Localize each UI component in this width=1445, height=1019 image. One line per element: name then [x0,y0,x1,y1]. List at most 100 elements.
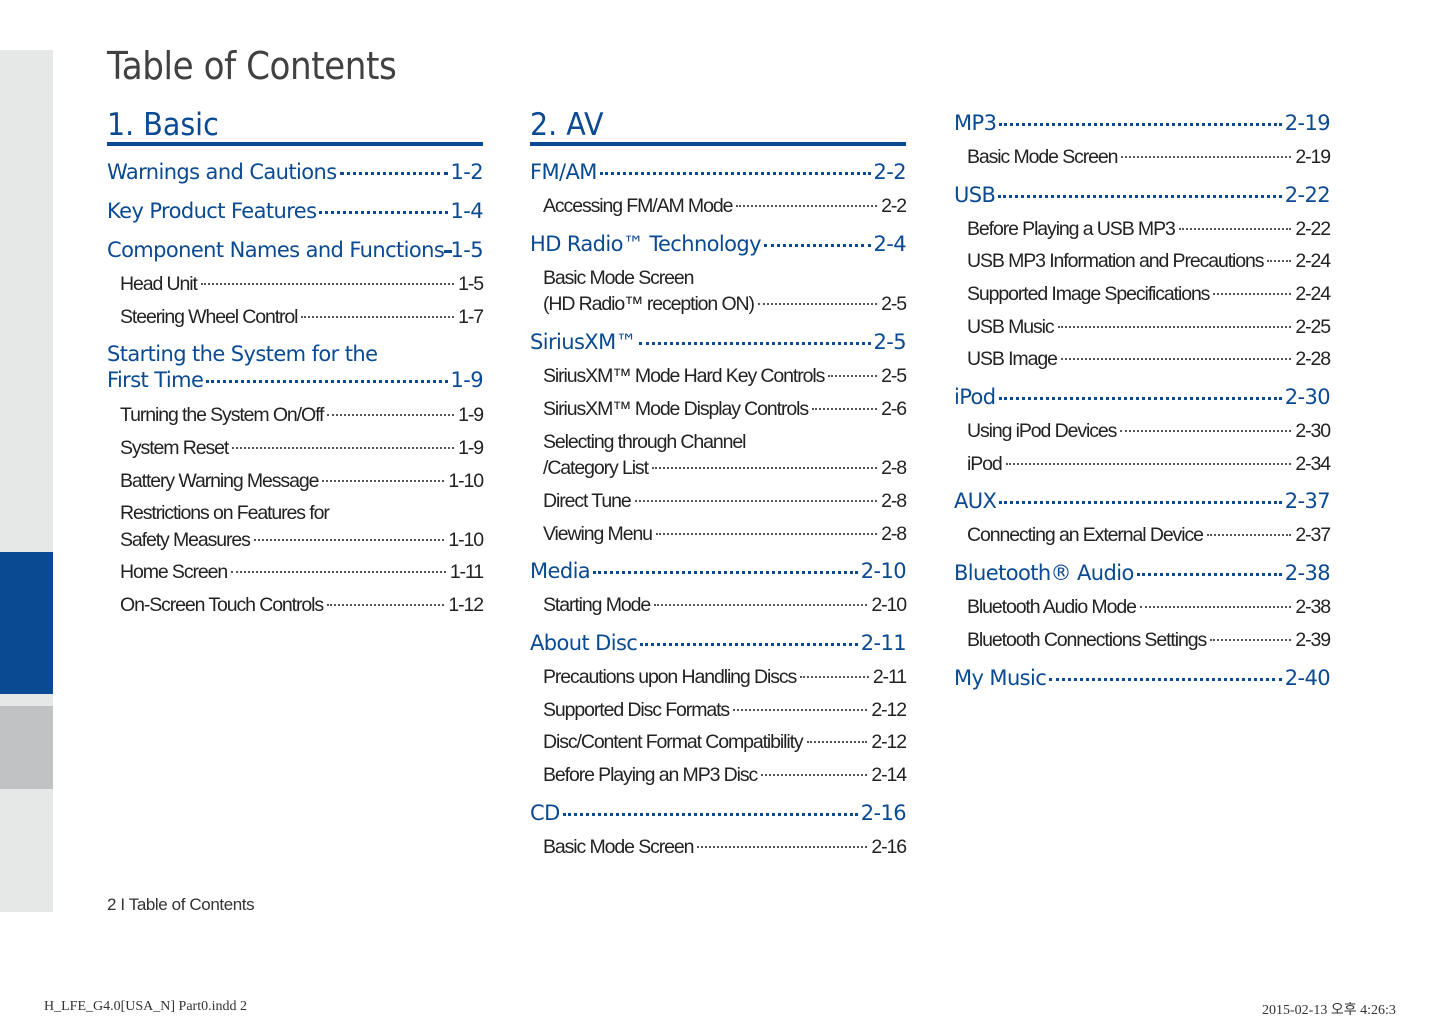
toc-subsection-link[interactable]: SiriusXM™ Mode Hard Key Controls 2-5 [543,363,907,389]
toc-page-number: 1-10 [448,470,484,492]
dot-leader [655,532,878,535]
toc-page-number: 1-11 [449,561,484,583]
toc-subsection-link[interactable]: Restrictions on Features for [120,500,483,526]
toc-section-link[interactable]: My Music 2-40 [954,665,1331,691]
toc-subsection-link[interactable]: Bluetooth Connections Settings 2-39 [967,627,1331,653]
toc-page-number: 1-12 [448,594,484,616]
toc-subsection-link[interactable]: Disc/Content Format Compatibility 2-12 [543,729,907,755]
toc-subsection-link[interactable]: Battery Warning Message 1-10 [120,468,484,494]
toc-subsection-link[interactable]: Home Screen 1-11 [120,559,484,585]
toc-entry-title: AUX [954,489,997,513]
toc-subsection-link[interactable]: Using iPod Devices 2-30 [967,418,1331,444]
chapter-title: 1. Basic [107,107,219,143]
toc-subsection-link[interactable]: Before Playing an MP3 Disc 2-14 [543,762,907,788]
toc-section-link[interactable]: FM/AM 2-2 [530,159,907,185]
toc-subsection-link[interactable]: Head Unit 1-5 [120,271,484,297]
dot-leader [999,500,1282,504]
toc-subsection-link[interactable]: Steering Wheel Control 1-7 [120,304,484,330]
toc-subsection-link[interactable]: iPod 2-34 [967,451,1331,477]
toc-entry-title: SiriusXM™ Mode Display Controls [543,398,809,420]
toc-section-link[interactable]: MP3 2-19 [954,110,1331,136]
dot-leader [327,603,445,606]
toc-page-number: 2-12 [871,699,907,721]
side-tab-bar [0,789,53,912]
toc-page-number: 1-9 [458,404,484,426]
toc-page-number: 2-16 [860,801,907,825]
toc-section-link[interactable]: Component Names and Functions 1-5 [107,237,484,263]
toc-subsection-link[interactable]: Direct Tune 2-8 [543,488,907,514]
toc-section-link[interactable]: First Time 1-9 [107,367,484,393]
toc-entry-title: Before Playing a USB MP3 [967,218,1176,240]
toc-section-link[interactable]: HD Radio™ Technology 2-4 [530,231,907,257]
side-tab-active [0,552,53,694]
toc-subsection-link[interactable]: Turning the System On/Off 1-9 [120,402,484,428]
toc-section-link[interactable]: SiriusXM™ 2-5 [530,329,907,355]
toc-subsection-link[interactable]: Basic Mode Screen [543,265,906,291]
chapter-title: 2. AV [530,107,604,143]
toc-subsection-link[interactable]: Safety Measures 1-10 [120,527,484,553]
toc-entry-title: MP3 [954,111,997,135]
dot-leader [1121,155,1292,158]
toc-subsection-link[interactable]: Viewing Menu 2-8 [543,521,907,547]
toc-entry-title: Restrictions on Features for [120,502,330,524]
dot-leader [998,194,1282,198]
print-slug-date: 2015-02-13 오후 4:26:3 [1262,1003,1396,1018]
dot-leader [757,302,878,305]
toc-subsection-link[interactable]: Selecting through Channel [543,429,906,455]
dot-leader [1267,259,1292,262]
toc-section-link[interactable]: Bluetooth® Audio 2-38 [954,560,1331,586]
toc-subsection-link[interactable]: USB Image 2-28 [967,346,1331,372]
toc-section-link[interactable]: Warnings and Cautions 1-2 [107,159,484,185]
toc-subsection-link[interactable]: On-Screen Touch Controls 1-12 [120,592,484,618]
toc-entry-title: Turning the System On/Off [120,404,324,426]
toc-section-link[interactable]: AUX 2-37 [954,488,1331,514]
toc-subsection-link[interactable]: Supported Disc Formats 2-12 [543,697,907,723]
toc-section-link[interactable]: About Disc 2-11 [530,630,907,656]
toc-page-number: 2-11 [872,666,907,688]
toc-page-number: 1-2 [450,160,484,184]
toc-subsection-link[interactable]: System Reset 1-9 [120,435,484,461]
toc-page-number: 2-14 [871,764,907,786]
toc-section-link[interactable]: USB 2-22 [954,182,1331,208]
dot-leader [812,407,878,410]
side-tab-bar [0,694,53,706]
page-title: Table of Contents [107,44,397,88]
toc-section-link[interactable]: iPod 2-30 [954,384,1331,410]
toc-page-number: 2-8 [881,523,907,545]
toc-subsection-link[interactable]: /Category List 2-8 [543,455,907,481]
dot-leader [339,171,448,175]
toc-page-number: 1-9 [450,368,484,392]
toc-subsection-link[interactable]: Starting Mode 2-10 [543,592,907,618]
toc-page-number: 1-9 [458,437,484,459]
dot-leader [654,603,868,606]
toc-subsection-link[interactable]: Connecting an External Device 2-37 [967,522,1331,548]
toc-subsection-link[interactable]: USB Music 2-25 [967,314,1331,340]
toc-page-number: 2-2 [881,195,907,217]
toc-entry-title: (HD Radio™ reception ON) [543,293,755,315]
toc-page-number: 1-4 [450,199,484,223]
toc-section-link[interactable]: Key Product Features 1-4 [107,198,484,224]
toc-subsection-link[interactable]: Basic Mode Screen 2-16 [543,834,907,860]
toc-subsection-link[interactable]: Precautions upon Handling Discs 2-11 [543,664,907,690]
toc-section-link[interactable]: Media 2-10 [530,558,907,584]
dot-leader [200,282,455,285]
toc-entry-title: Component Names and Functions [107,238,445,262]
toc-entry-title: HD Radio™ Technology [530,232,762,256]
toc-subsection-link[interactable]: SiriusXM™ Mode Display Controls 2-6 [543,396,907,422]
toc-subsection-link[interactable]: Accessing FM/AM Mode 2-2 [543,193,907,219]
toc-subsection-link[interactable]: (HD Radio™ reception ON) 2-5 [543,291,907,317]
toc-subsection-link[interactable]: Supported Image Specifications 2-24 [967,281,1331,307]
toc-entry-title: About Disc [530,631,638,655]
toc-entry-title: USB MP3 Information and Precautions [967,250,1265,272]
toc-subsection-link[interactable]: Bluetooth Audio Mode 2-38 [967,594,1331,620]
toc-entry-title: Basic Mode Screen [543,267,694,289]
dot-leader [593,570,858,574]
dot-leader [634,499,878,502]
toc-subsection-link[interactable]: Before Playing a USB MP3 2-22 [967,216,1331,242]
dot-leader [1057,325,1292,328]
toc-section-link[interactable]: CD 2-16 [530,800,907,826]
toc-subsection-link[interactable]: USB MP3 Information and Precautions 2-24 [967,248,1331,274]
toc-section-link[interactable]: Starting the System for the [107,341,483,367]
toc-page-number: 2-40 [1284,666,1331,690]
toc-subsection-link[interactable]: Basic Mode Screen 2-19 [967,144,1331,170]
